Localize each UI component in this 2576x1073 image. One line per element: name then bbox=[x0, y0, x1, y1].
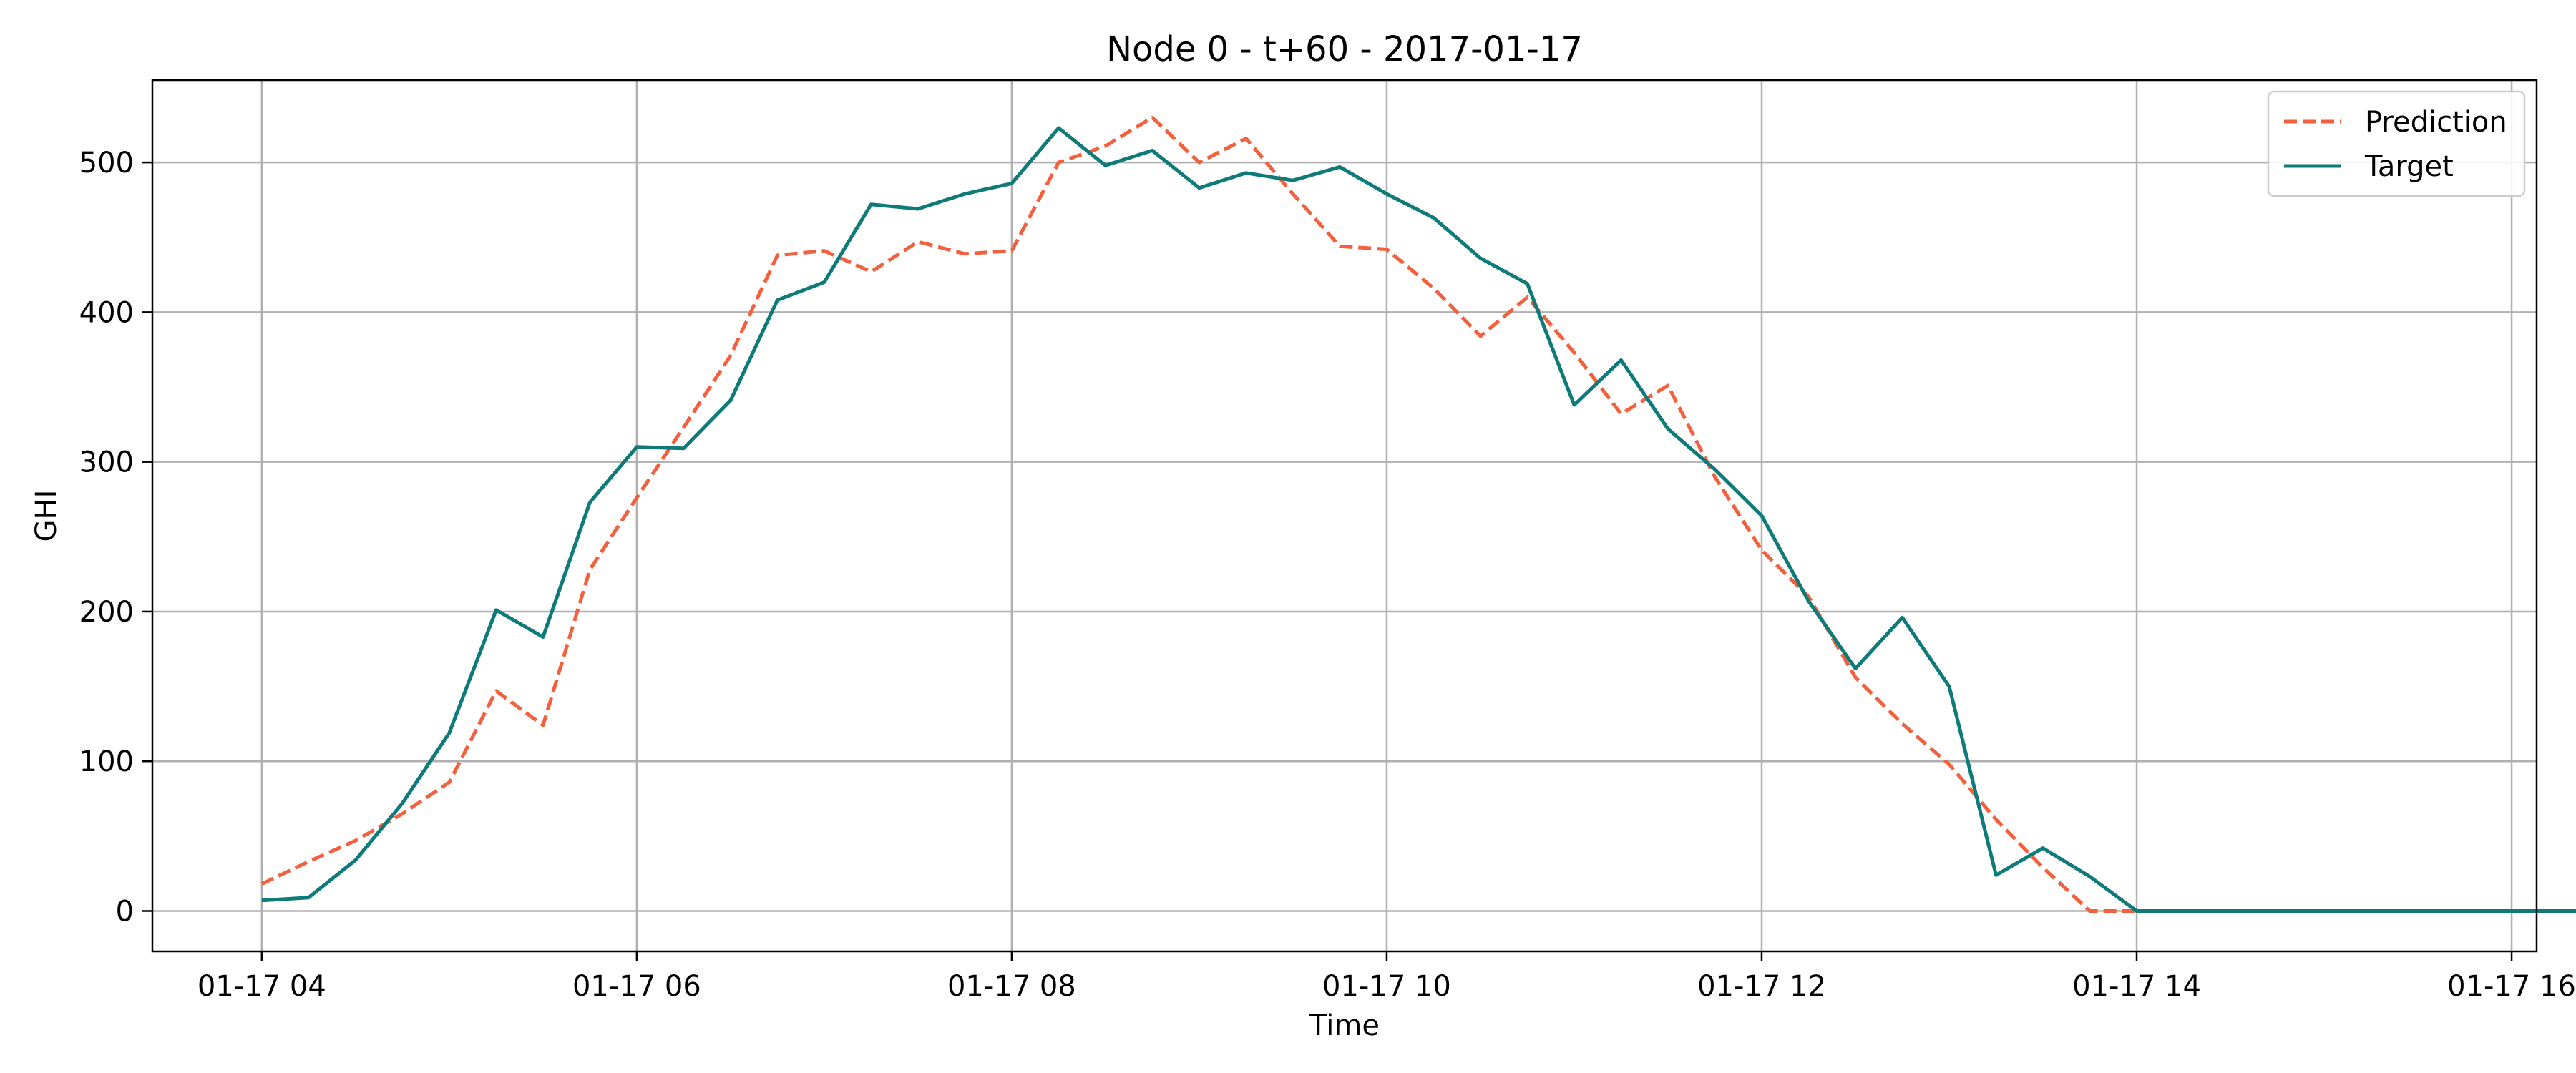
legend-label-prediction: Prediction bbox=[2365, 106, 2507, 139]
y-tick-label: 0 bbox=[116, 895, 134, 928]
y-axis-label: GHI bbox=[30, 490, 63, 542]
y-axis-ticks: 0 100 200 300 400 500 bbox=[79, 147, 152, 928]
grid-lines bbox=[152, 80, 2537, 951]
y-tick-label: 200 bbox=[79, 596, 134, 629]
plot-lines bbox=[260, 115, 2576, 913]
y-tick-label: 300 bbox=[79, 446, 134, 479]
y-tick-label: 100 bbox=[79, 745, 134, 778]
x-tick-label: 01-17 08 bbox=[947, 970, 1076, 1003]
x-tick-label: 01-17 06 bbox=[572, 970, 701, 1003]
x-tick-label: 01-17 14 bbox=[2072, 970, 2201, 1003]
x-tick-label: 01-17 04 bbox=[197, 970, 326, 1003]
x-axis-label: Time bbox=[1309, 1009, 1380, 1042]
legend: Prediction Target bbox=[2267, 90, 2526, 197]
chart-title: Node 0 - t+60 - 2017-01-17 bbox=[1106, 29, 1583, 69]
y-tick-label: 400 bbox=[79, 296, 134, 329]
y-tick-label: 500 bbox=[79, 147, 134, 180]
x-tick-label: 01-17 16 bbox=[2447, 970, 2576, 1003]
series-line-target bbox=[261, 126, 2576, 913]
plot-frame bbox=[151, 79, 2538, 953]
legend-box bbox=[2267, 90, 2526, 197]
x-tick-label: 01-17 12 bbox=[1697, 970, 1826, 1003]
x-axis-ticks: 01-17 04 01-17 06 01-17 08 01-17 10 01-17 12… bbox=[197, 951, 2576, 1003]
x-tick-label: 01-17 10 bbox=[1322, 970, 1451, 1003]
legend-label-target: Target bbox=[2364, 150, 2454, 183]
